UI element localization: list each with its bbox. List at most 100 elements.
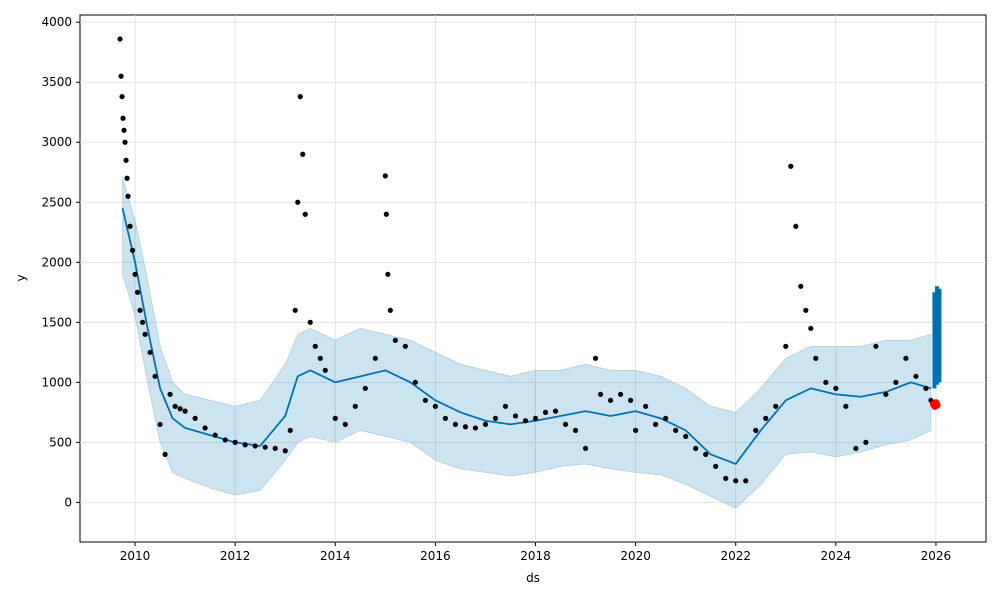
observed-point	[134, 289, 141, 295]
y-tick-label: 3500	[41, 75, 72, 89]
observed-point	[362, 385, 368, 391]
observed-point	[452, 421, 459, 427]
uncertainty-interval-band	[122, 178, 932, 509]
observed-point	[522, 418, 529, 424]
observed-point	[152, 373, 158, 379]
observed-point	[492, 415, 499, 421]
recent-layer	[929, 399, 941, 410]
observed-point	[382, 173, 388, 179]
observed-point	[202, 425, 208, 431]
observed-point	[823, 379, 829, 385]
observed-point	[663, 415, 669, 421]
observed-point	[793, 223, 799, 229]
observed-point	[222, 437, 228, 443]
observed-point	[552, 408, 559, 414]
forecast-layer	[932, 286, 942, 389]
observed-point	[137, 307, 143, 313]
y-tick-label: 2500	[41, 195, 72, 209]
observed-point	[808, 325, 814, 331]
observed-point	[683, 433, 689, 439]
observed-point	[743, 478, 749, 484]
observed-point	[572, 427, 579, 433]
observed-point	[597, 391, 604, 397]
observed-point	[913, 373, 919, 379]
observed-point	[462, 424, 469, 430]
observed-point	[332, 415, 338, 421]
observed-point	[352, 403, 358, 409]
trend-layer	[121, 208, 932, 466]
observed-point	[387, 307, 393, 313]
observed-point	[123, 157, 129, 163]
x-tick-label: 2018	[520, 549, 551, 563]
observed-point	[773, 403, 779, 409]
observed-point	[302, 211, 308, 217]
observed-point	[532, 415, 539, 421]
observed-point	[788, 163, 794, 169]
x-axis-ticks: 2010 2012 2014 2016 2018 2020 2022 2024 2026	[120, 542, 951, 563]
observed-point	[542, 409, 549, 415]
x-tick-label: 2012	[220, 549, 251, 563]
x-tick-label: 2016	[420, 549, 451, 563]
observed-point	[212, 432, 218, 438]
observed-point	[798, 283, 804, 289]
observed-point	[833, 385, 839, 391]
observed-point	[383, 211, 389, 217]
observed-point	[177, 406, 183, 412]
observed-point	[763, 415, 769, 421]
observed-point	[392, 337, 398, 343]
observed-point	[307, 319, 313, 325]
observed-point	[643, 403, 649, 409]
y-tick-label: 1500	[41, 315, 72, 329]
observed-point	[703, 451, 709, 457]
observed-point	[132, 271, 138, 277]
observed-point	[412, 379, 418, 385]
observed-point	[633, 427, 639, 433]
plot-frame	[79, 14, 987, 543]
observed-point	[923, 385, 929, 391]
x-tick-label: 2024	[821, 549, 852, 563]
observed-point	[147, 349, 153, 355]
observed-point	[342, 421, 348, 427]
observed-point	[903, 355, 909, 361]
observed-point	[117, 36, 123, 42]
interval-layer	[122, 178, 932, 509]
observed-point	[803, 307, 809, 313]
observed-point	[262, 444, 268, 450]
observed-point	[432, 403, 438, 409]
observed-point	[125, 193, 131, 199]
observed-point	[172, 403, 178, 409]
observed-point	[139, 319, 146, 325]
observed-point	[120, 115, 126, 121]
observed-point	[512, 413, 519, 419]
observed-point	[124, 175, 130, 181]
observed-point	[402, 343, 408, 349]
observed-point	[317, 355, 323, 361]
observed-point	[582, 445, 589, 451]
x-axis-title: ds	[526, 571, 540, 585]
observed-point	[617, 391, 624, 397]
observed-point	[162, 451, 168, 457]
observed-point	[502, 403, 509, 409]
x-tick-label: 2020	[620, 549, 651, 563]
observed-point	[118, 73, 124, 79]
recent-point	[933, 401, 941, 409]
observed-point	[442, 415, 449, 421]
observed-point	[292, 307, 298, 313]
observed-point	[182, 408, 188, 414]
y-tick-label: 500	[49, 435, 72, 449]
observed-point	[129, 247, 136, 253]
observed-point	[121, 127, 127, 133]
observed-point	[693, 445, 699, 451]
y-axis-ticks: 0 500 1000 1500 2000 2500 3000 3500 4000	[41, 15, 80, 509]
observed-point	[592, 355, 599, 361]
observed-point	[242, 442, 248, 448]
observed-point	[422, 397, 428, 403]
observed-point	[893, 379, 899, 385]
observed-point	[372, 355, 378, 361]
observed-point	[295, 199, 301, 205]
y-tick-label: 2000	[41, 255, 72, 269]
observed-point	[385, 271, 391, 277]
observed-point	[322, 367, 328, 373]
